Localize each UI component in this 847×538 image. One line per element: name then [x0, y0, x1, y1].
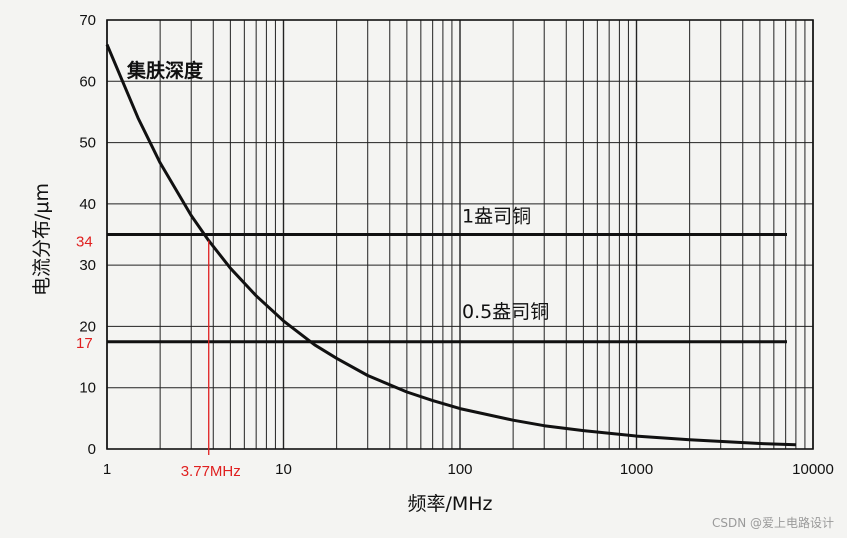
x-tick-label: 100: [447, 461, 472, 478]
x-tick-labels: 1 10 100 1000 10000: [103, 461, 834, 478]
x-axis-title: 频率/MHz: [407, 493, 492, 515]
y-axis-title: 电流分布/μm: [31, 183, 53, 296]
y-tick-label: 30: [79, 257, 96, 274]
y-tick-label: 40: [79, 196, 96, 213]
chart-labels: 集肤深度 1盎司铜 0.5盎司铜 34 17 3.77MHz 频率/MHz 电流分布/μm CS…: [31, 59, 834, 530]
skin-depth-curve: [105, 43, 796, 447]
x-tick-label: 10: [275, 461, 292, 478]
skin-depth-curve-group: [105, 43, 796, 447]
skin-depth-label: 集肤深度: [126, 59, 204, 82]
red-y-mark-label: 17: [76, 335, 93, 352]
x-tick-label: 1000: [620, 461, 653, 478]
red-y-mark-label: 34: [76, 234, 93, 251]
half-ounce-copper-label: 0.5盎司铜: [462, 301, 549, 323]
y-tick-labels: 0 10 20 30 40 50 60 70: [79, 12, 96, 458]
one-ounce-copper-label: 1盎司铜: [462, 206, 531, 228]
y-tick-label: 50: [79, 135, 96, 152]
x-tick-label: 10000: [792, 461, 834, 478]
watermark: CSDN @爱上电路设计: [712, 515, 834, 530]
copper-thickness-lines: [107, 233, 787, 344]
y-tick-label: 70: [79, 12, 96, 29]
x-tick-label: 1: [103, 461, 111, 478]
y-tick-label: 10: [79, 380, 96, 397]
y-tick-label: 20: [79, 318, 96, 335]
y-tick-label: 0: [88, 441, 96, 458]
frequency-marker-label: 3.77MHz: [181, 463, 241, 480]
y-tick-label: 60: [79, 73, 96, 90]
